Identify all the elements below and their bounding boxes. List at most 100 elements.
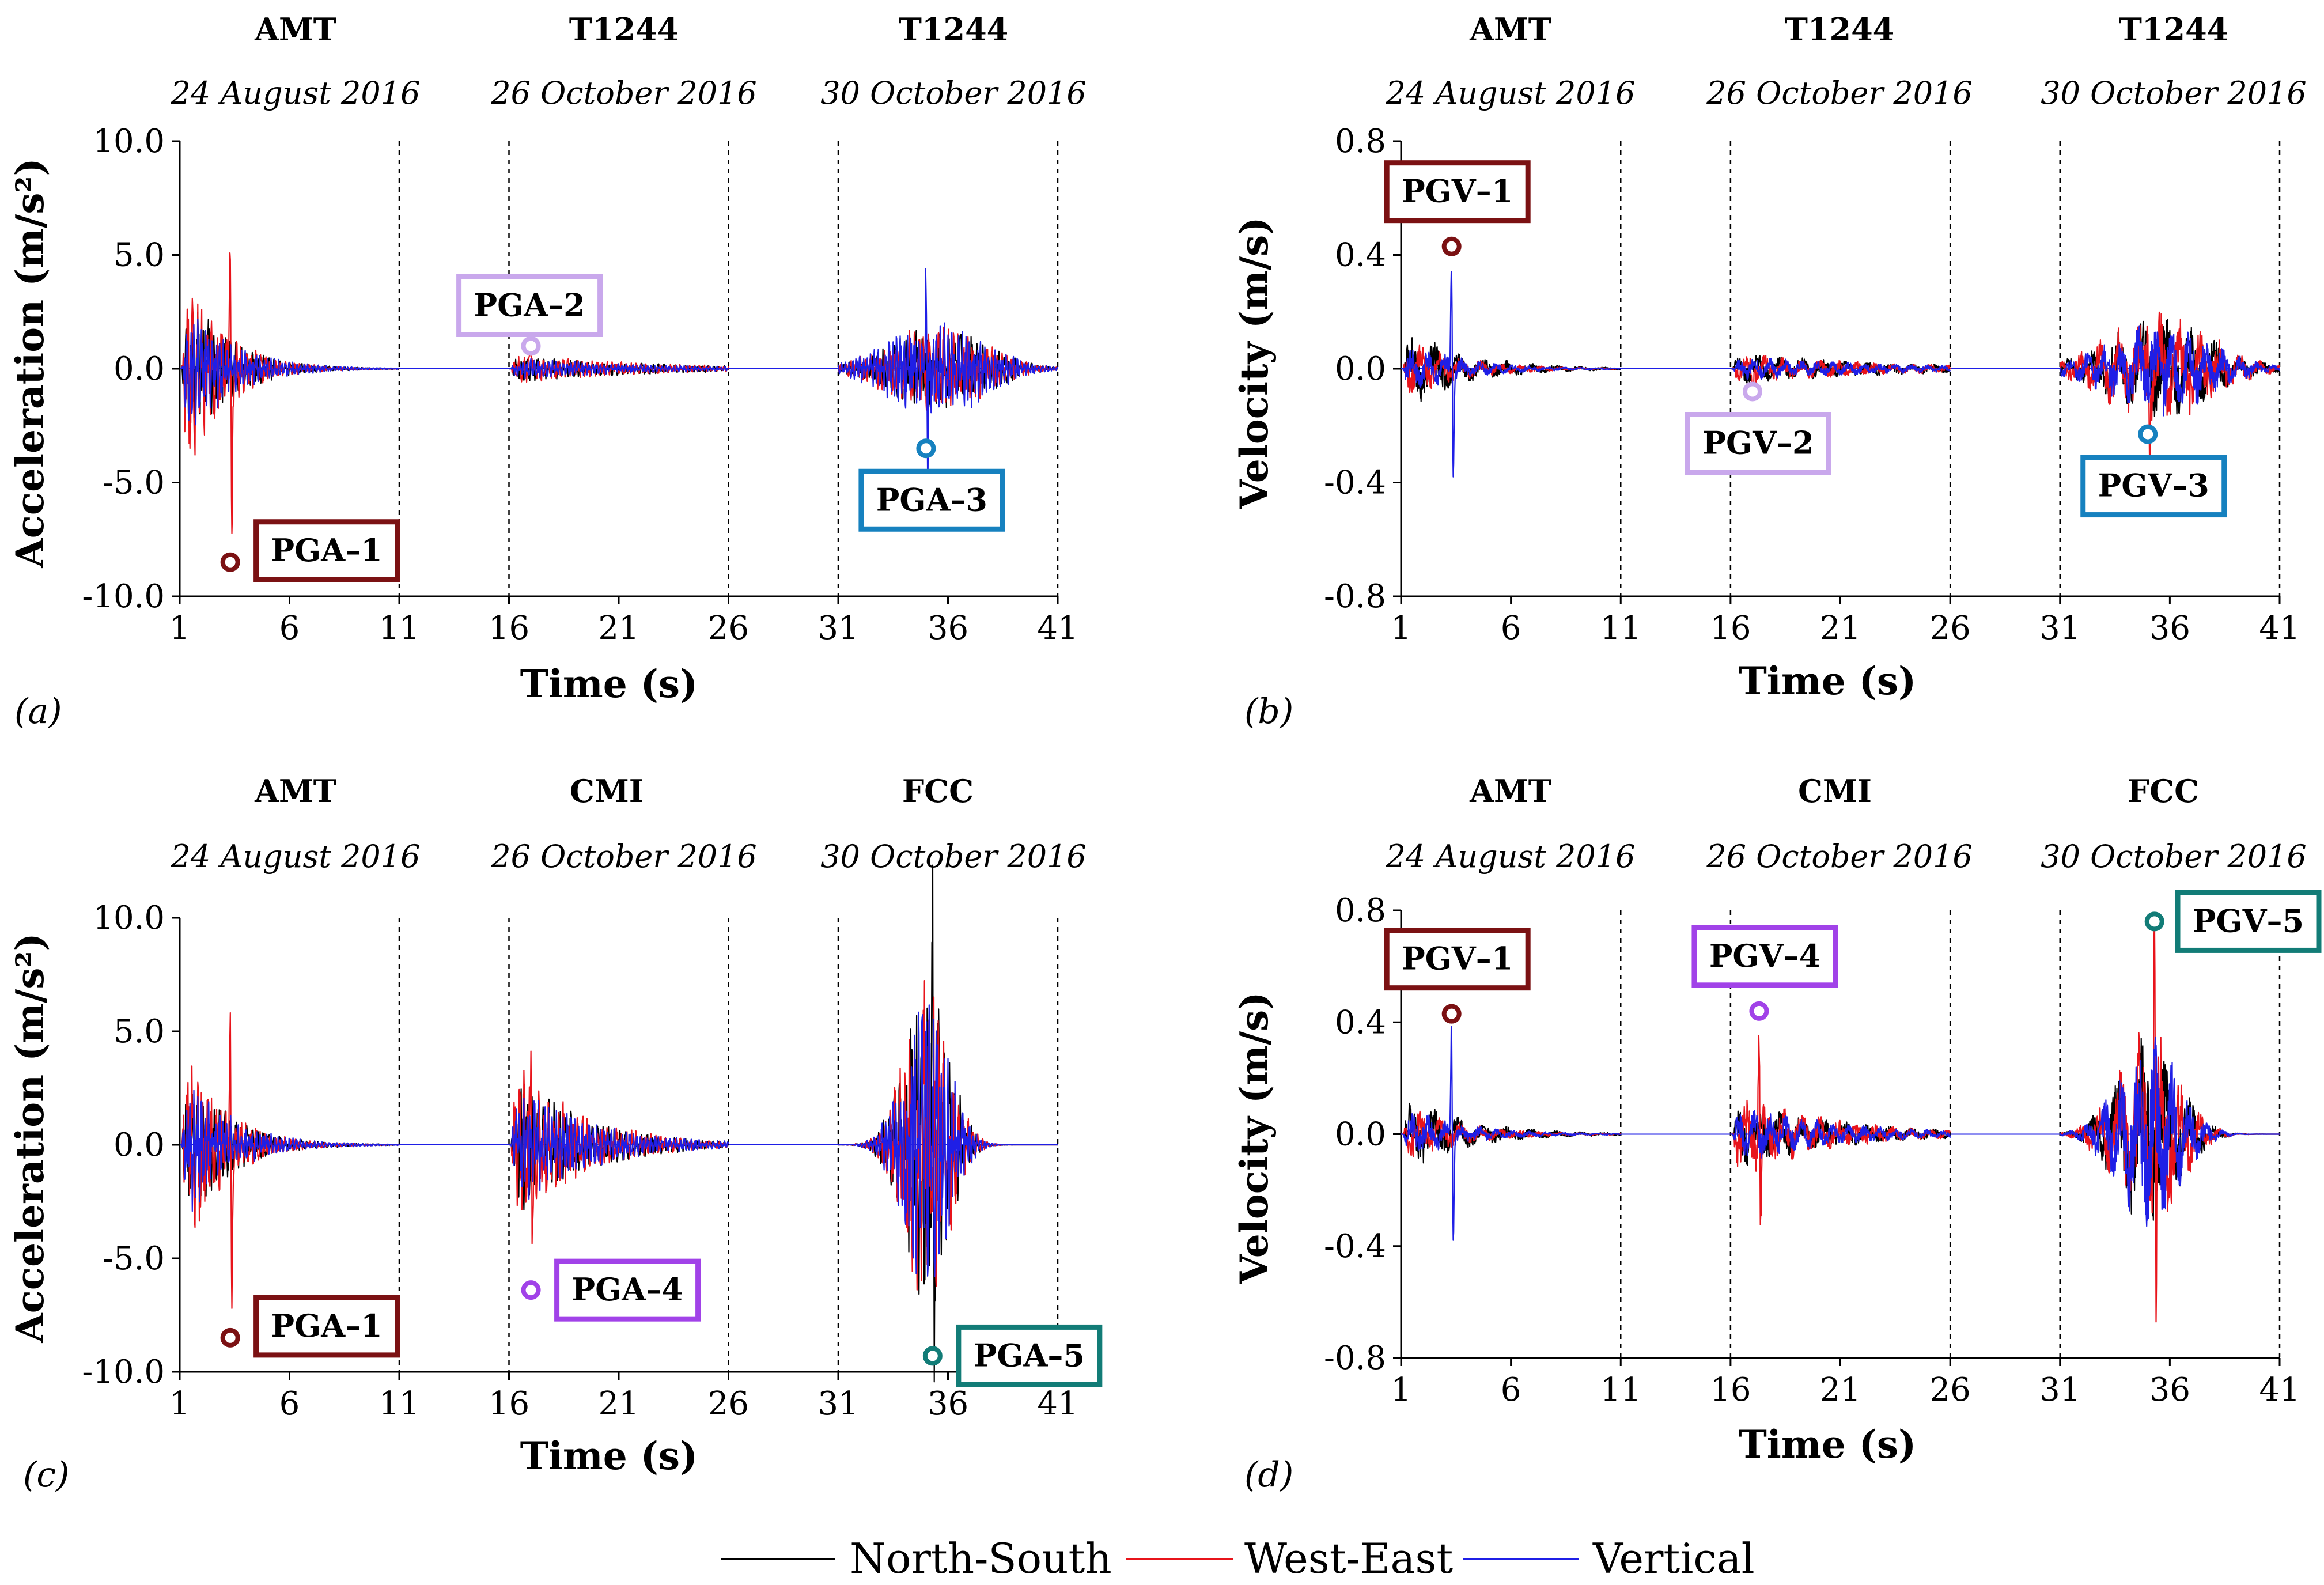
y-axis-title-c: Acceleration (m/s²) [7, 933, 52, 1343]
legend-label-west-east: West-East [1244, 1534, 1453, 1583]
segment-station-d-2: CMI [1798, 773, 1872, 809]
segment-date-b-2: 26 October 2016 [1706, 75, 1973, 111]
segment-station-b-1: AMT [1469, 11, 1551, 48]
x-axis-title-b: Time (s) [1739, 659, 1917, 703]
vertical-trace-a-3 [837, 268, 1058, 474]
vertical-trace-a-1 [179, 319, 400, 426]
peak-marker-b-3 [2138, 424, 2158, 444]
x-axis-title-d: Time (s) [1739, 1422, 1917, 1467]
peak-marker-c-3 [922, 1346, 943, 1366]
y-tick-label: 10.0 [93, 123, 165, 160]
vertical-trace-a-2 [509, 358, 729, 380]
x-tick-label: 1 [169, 1385, 190, 1423]
panel-b: AMT T1244 T1244 24 August 2016 26 Octobe… [1232, 11, 2307, 732]
peak-callout-box [956, 1324, 1103, 1387]
vertical-trace-d-3 [2059, 1036, 2280, 1227]
peak-callout-box [858, 468, 1005, 532]
x-tick-label: 26 [1929, 610, 1970, 647]
west-east-trace-c-2 [509, 1050, 729, 1244]
segment-date-d-3: 30 October 2016 [2041, 838, 2307, 875]
x-tick-label: 21 [598, 1385, 639, 1423]
peak-marker-d-2 [1749, 1001, 1769, 1021]
segment-station-d-1: AMT [1469, 773, 1551, 809]
peak-marker-b-1 [1441, 236, 1462, 256]
y-tick-label: -5.0 [103, 464, 165, 502]
peak-marker-d-1 [1441, 1004, 1462, 1024]
plot-area-c: 10.05.00.0-5.0-10.01 6 11 16 21 26 31 36 41PGA–1… [82, 864, 1103, 1423]
y-tick-label: 0.0 [113, 1126, 165, 1164]
y-tick-label: 5.0 [113, 237, 165, 274]
west-east-trace-a-1 [179, 252, 400, 534]
peak-callout-box [1384, 928, 1531, 991]
plot-area-a: 10.05.00.0-5.0-10.01 6 11 16 21 26 31 36 41PGA–1… [82, 123, 1078, 647]
west-east-trace-b-3 [2059, 311, 2281, 461]
peak-callout-box [1384, 160, 1531, 224]
segment-station-c-3: FCC [902, 773, 974, 809]
peak-label-d-3: PGV–5 [2193, 902, 2304, 939]
segment-date-b-1: 24 August 2016 [1385, 75, 1635, 111]
peak-marker-c-1 [220, 1327, 240, 1348]
y-axis-title-a: Acceleration (m/s²) [7, 158, 52, 568]
y-tick-label: 0.8 [1335, 123, 1386, 160]
vertical-trace-d-1 [1401, 1026, 1621, 1241]
x-tick-label: 31 [2039, 610, 2080, 647]
peak-label-b-3: PGV–3 [2098, 467, 2209, 504]
y-tick-label: 0.0 [113, 350, 165, 388]
peak-callout-box [456, 274, 603, 337]
vertical-trace-c-2 [509, 1098, 729, 1200]
peak-label-d-2: PGV–4 [1709, 937, 1820, 974]
west-east-trace-b-2 [1730, 355, 1951, 400]
segment-date-a-3: 30 October 2016 [820, 75, 1087, 111]
y-tick-label: -0.8 [1324, 1340, 1386, 1377]
x-tick-label: 16 [1710, 1371, 1751, 1409]
y-tick-label: -0.8 [1324, 578, 1386, 615]
segment-date-c-2: 26 October 2016 [490, 838, 757, 875]
x-tick-label: 41 [1037, 1385, 1078, 1423]
plot-area-b: 0.80.40.0-0.4-0.81 6 11 16 21 26 31 36 41PGV–1PG… [1324, 123, 2300, 647]
legend: North-South West-East Vertical [721, 1534, 1755, 1583]
x-tick-label: 21 [1820, 1371, 1861, 1409]
segment-date-a-2: 26 October 2016 [490, 75, 757, 111]
peak-label-a-2: PGA–2 [474, 287, 585, 324]
x-tick-label: 41 [2259, 610, 2300, 647]
peak-marker-b-2 [1743, 381, 1762, 402]
segment-station-a-3: T1244 [899, 11, 1008, 48]
peak-callout-box [2080, 455, 2227, 518]
x-tick-label: 41 [1037, 610, 1078, 647]
y-tick-label: -10.0 [82, 578, 165, 615]
peak-callout-box [554, 1258, 701, 1322]
segment-station-b-3: T1244 [2119, 11, 2228, 48]
x-tick-label: 1 [169, 610, 190, 647]
panel-letter-b: (b) [1244, 691, 1293, 732]
vertical-trace-b-3 [2059, 325, 2281, 417]
vertical-trace-c-3 [838, 1004, 1058, 1277]
y-tick-label: 10.0 [93, 899, 165, 937]
peak-marker-c-2 [521, 1280, 541, 1300]
y-axis-title-d: Velocity (m/s) [1232, 992, 1277, 1285]
x-tick-label: 21 [598, 610, 639, 647]
segment-date-c-1: 24 August 2016 [170, 838, 420, 875]
panel-letter-a: (a) [14, 691, 62, 732]
peak-label-b-1: PGV–1 [1402, 173, 1513, 210]
peak-callout-box [2175, 890, 2322, 953]
y-tick-label: 0.8 [1335, 892, 1386, 929]
x-tick-label: 16 [489, 610, 529, 647]
y-tick-label: -0.4 [1324, 464, 1386, 502]
x-tick-label: 6 [279, 1385, 300, 1423]
x-tick-label: 11 [378, 1385, 419, 1423]
peak-callout-box [1685, 412, 1831, 475]
segment-station-d-3: FCC [2128, 773, 2199, 809]
x-tick-label: 16 [489, 1385, 529, 1423]
vertical-trace-b-2 [1730, 358, 1951, 381]
peak-label-d-1: PGV–1 [1402, 940, 1513, 977]
y-tick-label: -5.0 [103, 1240, 165, 1277]
peak-marker-a-2 [521, 336, 541, 356]
segment-date-d-2: 26 October 2016 [1706, 838, 1973, 875]
peak-label-c-3: PGA–5 [974, 1337, 1085, 1374]
x-tick-label: 11 [1600, 610, 1641, 647]
segment-date-a-1: 24 August 2016 [170, 75, 420, 111]
peak-callout-box [1691, 925, 1838, 988]
panel-letter-c: (c) [23, 1455, 69, 1495]
panel-d: AMT CMI FCC 24 August 2016 26 October 20… [1232, 773, 2322, 1495]
